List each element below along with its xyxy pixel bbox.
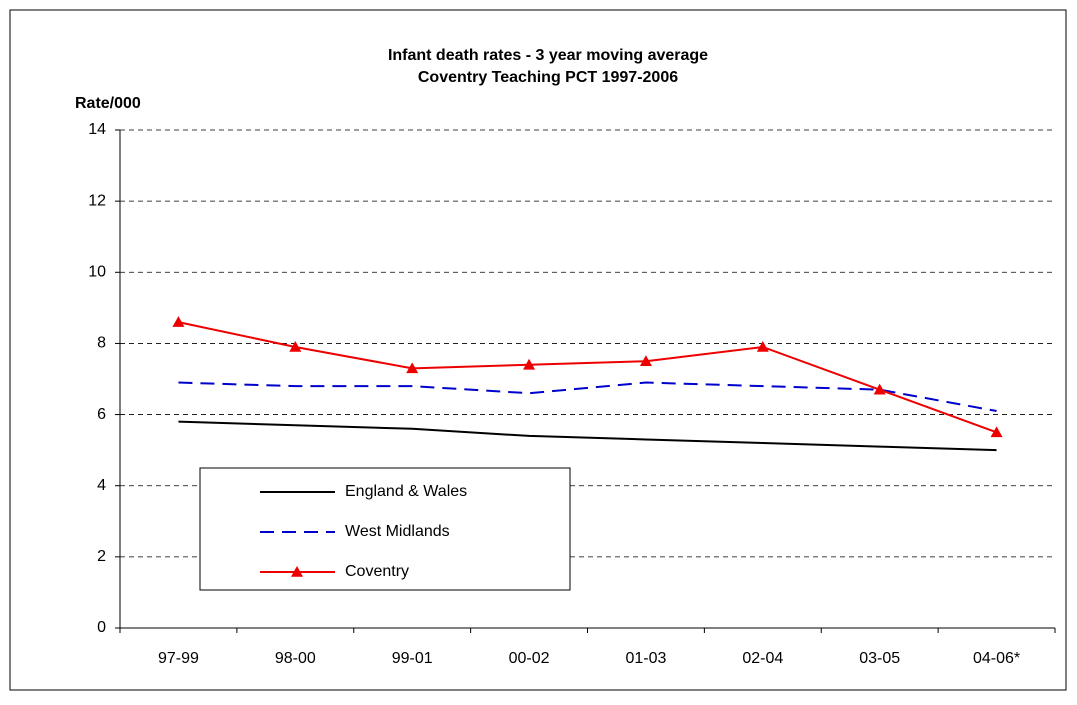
y-tick-label: 12	[88, 192, 106, 209]
marker	[289, 340, 302, 352]
legend-label: England & Wales	[345, 483, 467, 500]
marker	[990, 426, 1003, 438]
marker	[756, 340, 769, 352]
series-line	[178, 321, 997, 434]
legend-label: West Midlands	[345, 523, 450, 540]
y-tick-label: 8	[97, 335, 106, 352]
y-tick-label: 0	[97, 619, 106, 636]
marker	[873, 383, 886, 395]
x-tick-label: 99-01	[392, 650, 433, 667]
chart-subtitle: Coventry Teaching PCT 1997-2006	[418, 69, 678, 86]
marker	[172, 316, 185, 327]
series-line	[178, 420, 997, 452]
x-tick-label: 03-05	[859, 650, 900, 667]
legend-marker	[291, 566, 303, 577]
chart-title: Infant death rates - 3 year moving avera…	[388, 47, 708, 64]
marker	[523, 358, 536, 370]
y-tick-label: 6	[97, 406, 106, 423]
legend-box	[199, 467, 571, 591]
x-tick-label: 98-00	[275, 650, 316, 667]
x-tick-label: 02-04	[742, 650, 783, 667]
series-line	[178, 381, 997, 412]
x-tick-label: 04-06*	[973, 650, 1020, 667]
y-tick-label: 4	[97, 477, 106, 494]
y-axis-label: Rate/000	[75, 95, 141, 112]
x-tick-label: 00-02	[509, 650, 550, 667]
y-tick-label: 10	[88, 264, 106, 281]
y-tick-label: 14	[88, 121, 106, 138]
marker	[639, 355, 652, 367]
legend-label: Coventry	[345, 563, 409, 580]
x-tick-label: 97-99	[158, 650, 199, 667]
marker	[406, 362, 419, 374]
x-tick-label: 01-03	[625, 650, 666, 667]
y-tick-label: 2	[97, 548, 106, 565]
